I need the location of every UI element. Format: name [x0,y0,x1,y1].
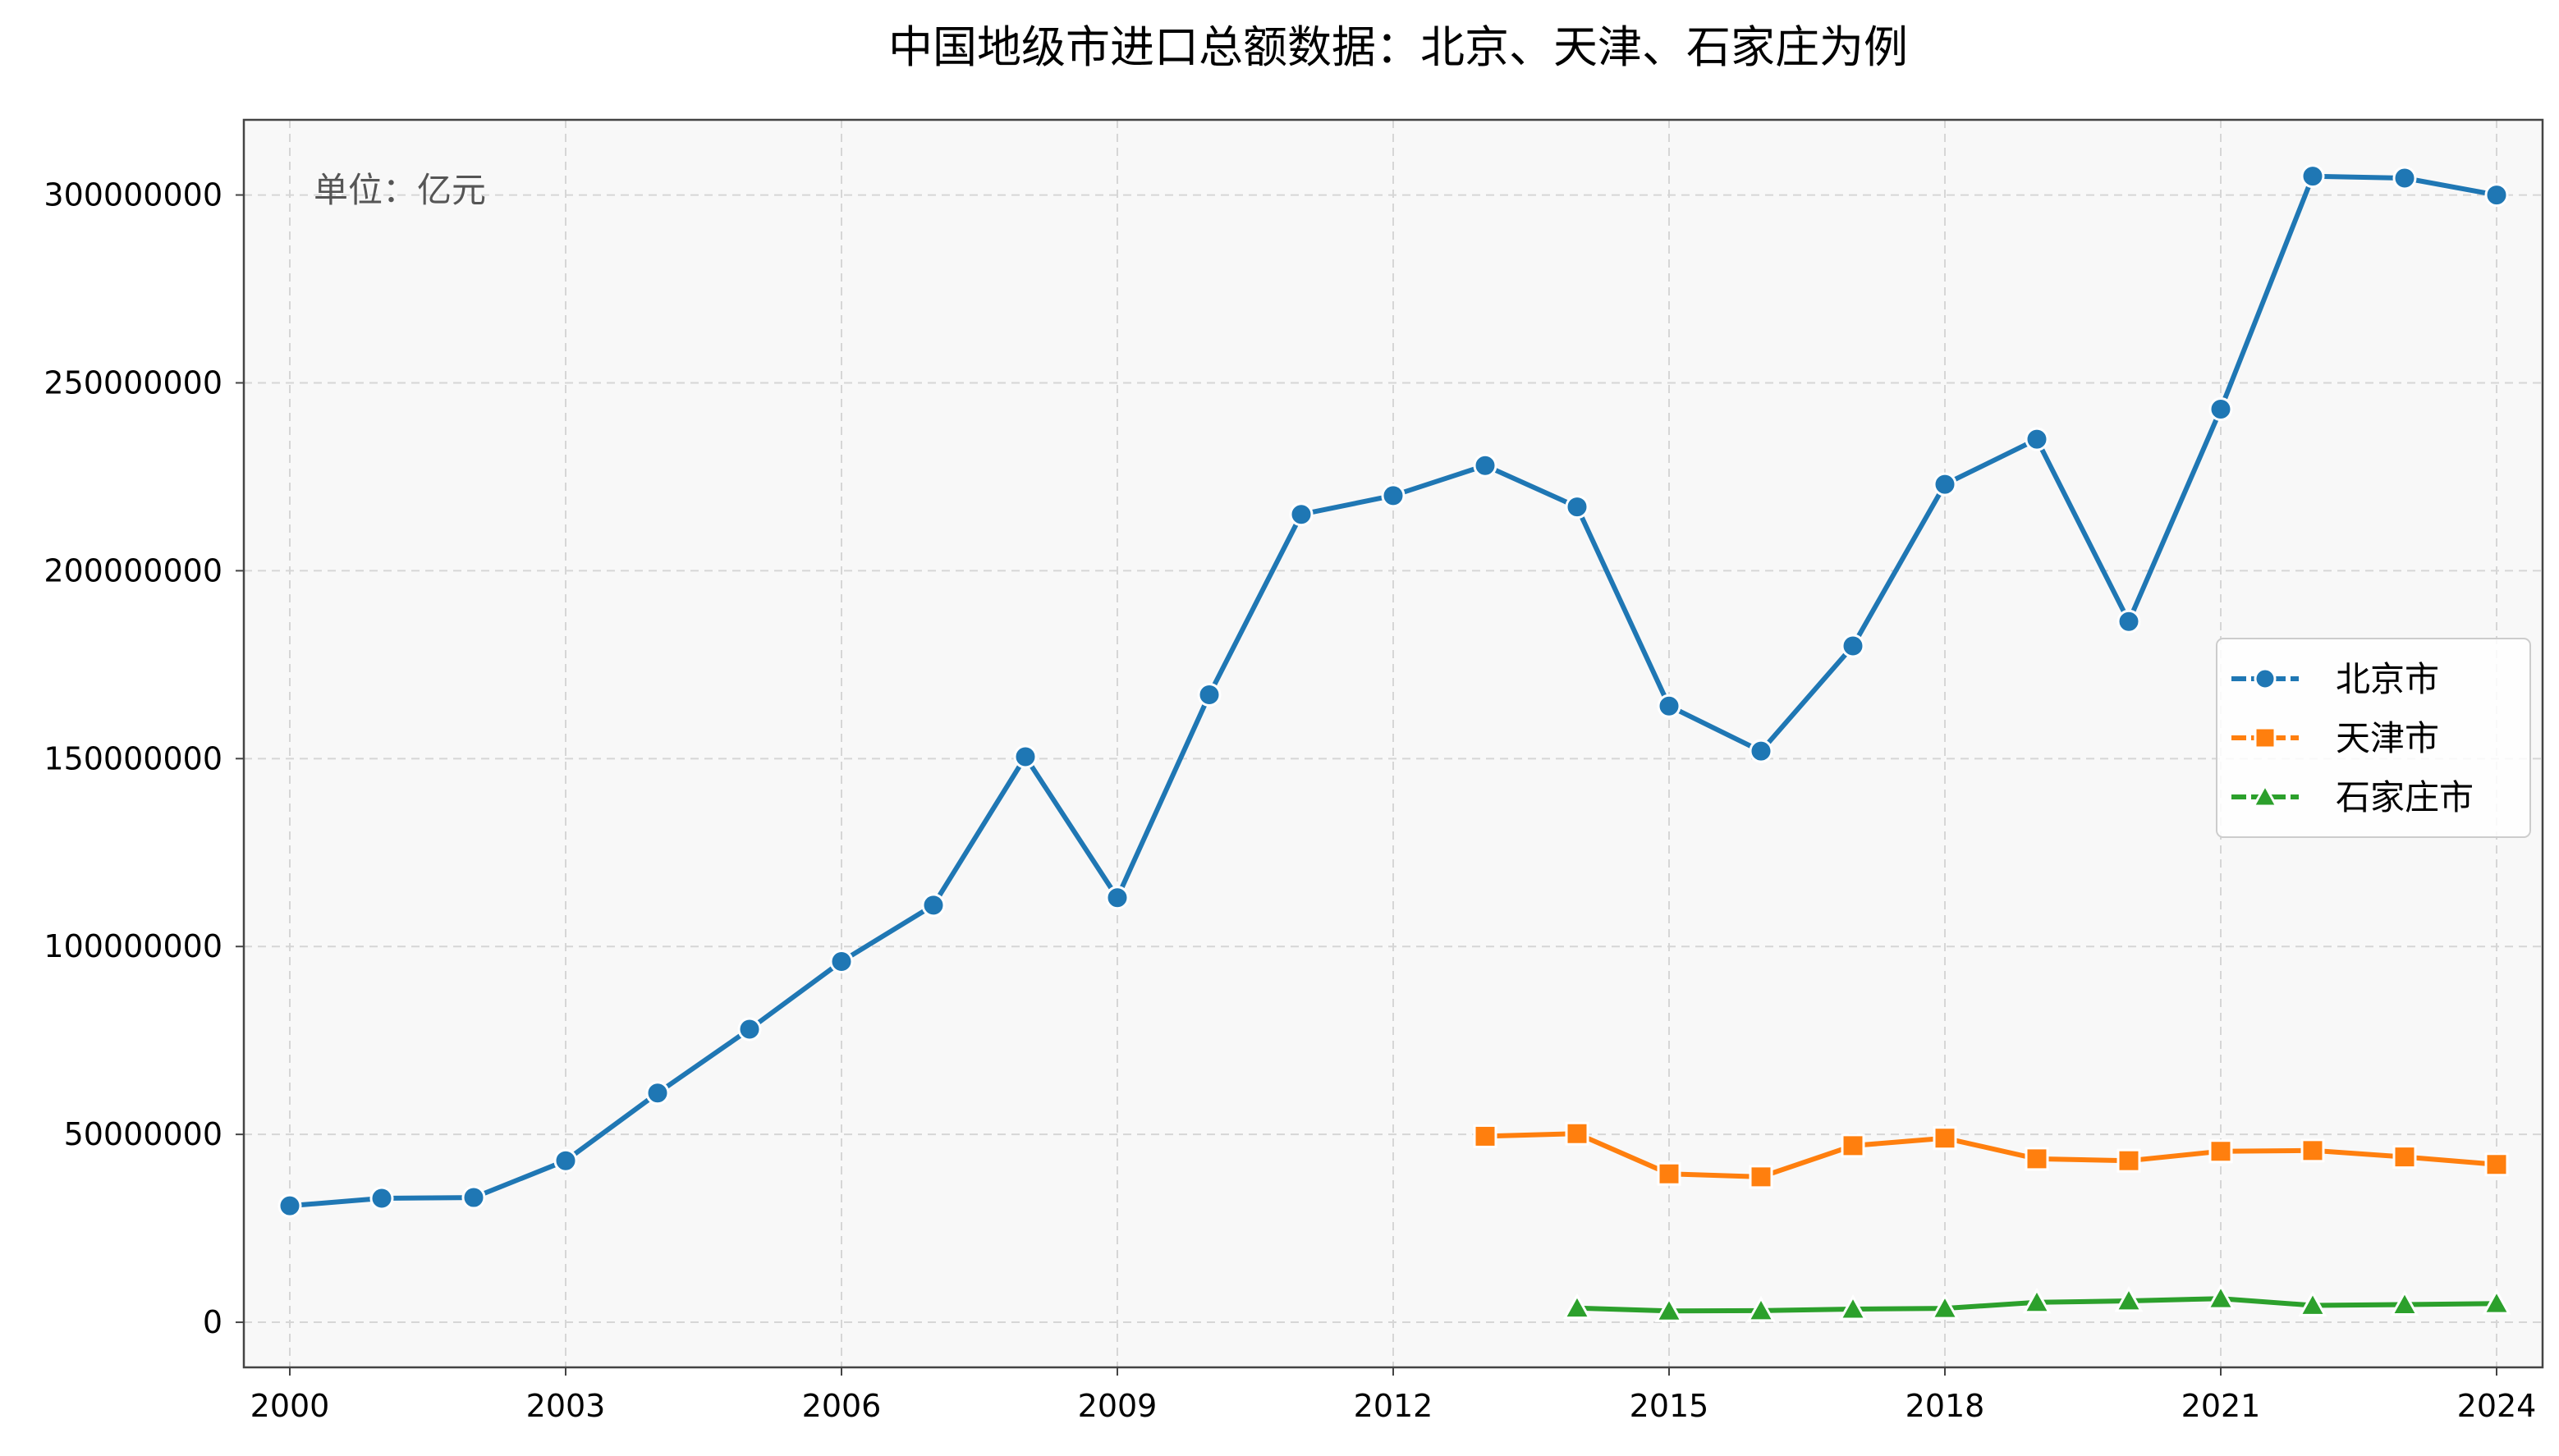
x-tick-label: 2018 [1905,1388,1985,1424]
data-point [1381,483,1406,508]
data-point [2116,609,2141,634]
x-axis: 2000 2003 2006 2009 2012 2015 2018 2021 2024 [250,1367,2537,1424]
series-3 [1562,1284,2511,1322]
data-point [1289,502,1314,527]
data-point [2298,1290,2327,1316]
legend-item: 北京市 [2231,659,2439,699]
data-point [277,1193,302,1218]
series-1 [277,164,2509,1218]
data-point [1565,495,1589,520]
legend-swatch-marker [2254,667,2277,690]
data-point [2208,1139,2233,1164]
data-point [1749,739,1773,763]
data-point [1657,694,1681,718]
data-point [1838,1293,1868,1321]
data-point [1197,682,1222,707]
x-tick-label: 2009 [1078,1388,1158,1424]
x-tick-label: 2015 [1630,1388,1709,1424]
legend-box [2216,638,2531,838]
data-point [737,1017,762,1042]
data-point [1105,886,1130,910]
data-point [1562,1293,1592,1320]
data-point [2390,1289,2419,1316]
data-point [2025,427,2049,451]
y-tick-label: 200000000 [44,552,222,588]
x-tick-label: 2003 [526,1388,606,1424]
legend-label: 北京市 [2336,659,2439,699]
y-tick-label: 250000000 [44,364,222,401]
data-point [1933,1126,1957,1151]
data-point [1565,1121,1589,1146]
data-point [2300,1138,2325,1163]
chart-title: 中国地级市进口总额数据：北京、天津、石家庄为例 [888,21,1908,73]
data-point [2208,397,2233,422]
y-tick-label: 300000000 [44,177,222,213]
data-point [553,1148,578,1173]
data-point [1930,1293,1960,1320]
data-point [2392,1145,2417,1170]
legend-label: 天津市 [2336,718,2439,758]
data-point [2484,1152,2509,1177]
x-tick-label: 2024 [2457,1388,2537,1424]
data-point [2300,164,2325,189]
data-point [1933,472,1957,497]
series-group [277,164,2511,1322]
data-point [1749,1165,1773,1189]
legend-label: 石家庄市 [2336,777,2474,817]
data-point [1473,453,1497,478]
y-tick-label: 100000000 [44,928,222,964]
x-tick-label: 2012 [1354,1388,1433,1424]
x-tick-label: 2021 [2181,1388,2261,1424]
data-point [2025,1147,2049,1171]
data-point [1654,1296,1684,1322]
data-point [1841,634,1865,658]
data-point [921,893,946,918]
data-point [2482,1289,2511,1315]
series-2 [1473,1121,2509,1189]
data-point [2206,1284,2236,1310]
y-tick-label: 0 [203,1304,222,1340]
data-point [1841,1133,1865,1158]
data-point [2392,166,2417,190]
legend-item: 天津市 [2231,718,2439,758]
unit-note: 单位：亿元 [314,170,486,210]
data-point [2116,1148,2141,1173]
legend-swatch-marker [2251,783,2279,808]
data-point [645,1081,670,1106]
legend-swatch-marker [2254,726,2277,749]
data-point [2022,1287,2052,1314]
data-point [1013,744,1038,769]
data-point [2114,1285,2144,1312]
series-line [1483,1131,2499,1179]
x-tick-label: 2000 [250,1388,330,1424]
data-point [2484,183,2509,208]
data-point [1473,1124,1497,1148]
data-point [1746,1295,1776,1322]
data-point [1657,1161,1681,1186]
data-point [461,1185,486,1210]
y-tick-label: 150000000 [44,740,222,776]
data-point [369,1186,394,1211]
legend-item: 石家庄市 [2231,777,2474,817]
y-axis: 0 50000000 100000000 150000000 200000000 2500… [44,177,244,1340]
x-tick-label: 2006 [802,1388,882,1424]
y-tick-label: 50000000 [64,1116,222,1152]
data-point [829,950,854,974]
